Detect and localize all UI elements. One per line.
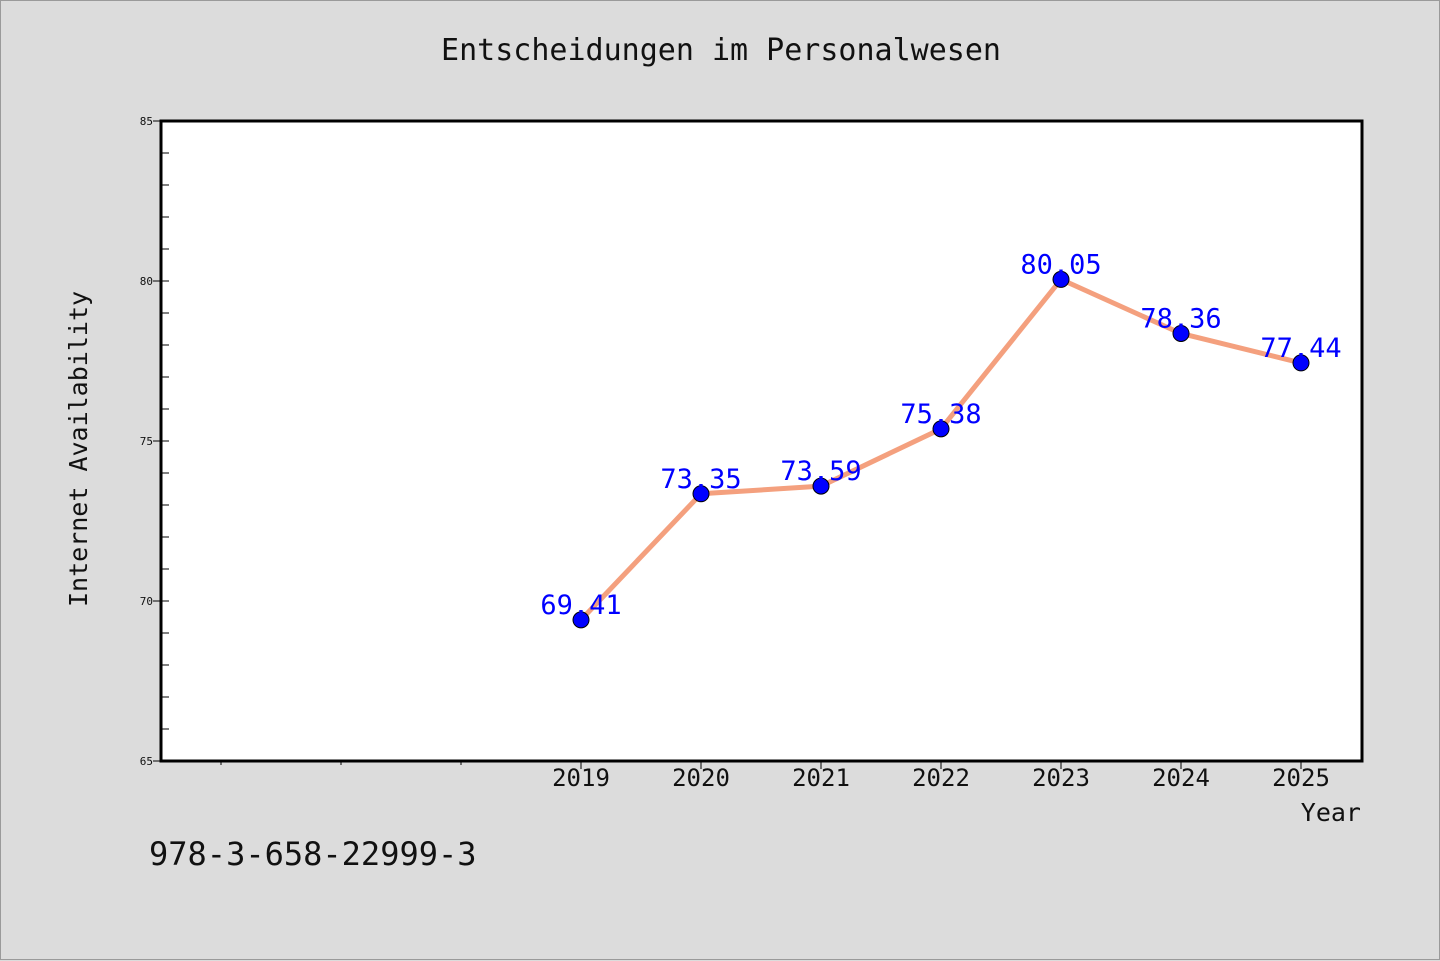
data-markers — [572, 270, 1310, 629]
y-tick-labels: 65 70 75 80 85 — [140, 115, 153, 768]
data-label: 80.05 — [1020, 249, 1101, 280]
x-axis-label: Year — [1301, 798, 1361, 827]
x-tick-label: 2019 — [552, 764, 610, 792]
data-label: 77.44 — [1260, 333, 1341, 364]
y-tick-label: 85 — [140, 115, 153, 128]
data-point — [692, 485, 710, 503]
x-axis-ticks — [580, 761, 1302, 769]
y-minor-ticks — [153, 120, 169, 762]
data-point — [932, 420, 950, 438]
data-point — [572, 611, 590, 629]
y-tick-label: 75 — [140, 435, 153, 448]
x-minor-ticks — [220, 761, 462, 765]
chart-title: Entscheidungen im Personalwesen — [441, 33, 1001, 68]
x-tick-label: 2022 — [912, 764, 970, 792]
data-label: 69.41 — [540, 590, 621, 621]
data-label: 75.38 — [900, 399, 981, 430]
data-point — [812, 477, 830, 495]
data-point — [1172, 324, 1190, 342]
x-tick-label: 2024 — [1152, 764, 1210, 792]
y-tick-label: 70 — [140, 595, 153, 608]
data-label: 73.35 — [660, 464, 741, 495]
x-tick-label: 2021 — [792, 764, 850, 792]
data-point — [1052, 270, 1070, 288]
data-labels: 69.41 73.35 73.59 75.38 80.05 78.36 77.44 — [540, 249, 1341, 620]
y-tick-label: 80 — [140, 275, 153, 288]
data-label: 78.36 — [1140, 303, 1221, 334]
y-axis-label: Internet Availability — [64, 291, 93, 607]
footer-code: 978-3-658-22999-3 — [149, 835, 477, 873]
x-tick-label: 2023 — [1032, 764, 1090, 792]
data-label: 73.59 — [780, 456, 861, 487]
x-tick-label: 2020 — [672, 764, 730, 792]
x-tick-labels: 2019 2020 2021 2022 2023 2024 2025 — [552, 764, 1330, 792]
plot-area — [159, 119, 1364, 763]
x-tick-label: 2025 — [1272, 764, 1330, 792]
y-tick-label: 65 — [140, 755, 153, 768]
data-point — [1292, 354, 1310, 372]
